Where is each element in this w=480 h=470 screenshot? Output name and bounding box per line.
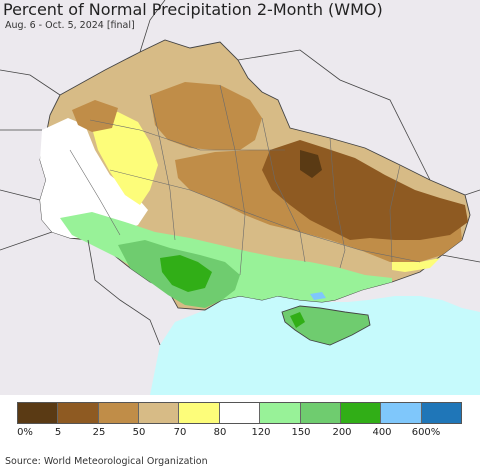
legend-swatch bbox=[300, 403, 341, 423]
region-west-normal bbox=[40, 118, 148, 238]
legend-tick: 150 bbox=[291, 427, 311, 438]
legend-tick: 50 bbox=[132, 427, 146, 438]
region-lightgreen-south bbox=[60, 212, 392, 305]
legend-tick: 200 bbox=[332, 427, 352, 438]
map-title: Percent of Normal Precipitation 2-Month … bbox=[3, 0, 383, 19]
legend-tick: 400 bbox=[372, 427, 392, 438]
legend-tick: 600% bbox=[411, 427, 441, 438]
region-yellow-southeast bbox=[392, 258, 440, 272]
black-sea bbox=[150, 296, 480, 395]
region-driest-east bbox=[300, 150, 322, 178]
legend-swatch bbox=[421, 403, 461, 423]
legend-swatch bbox=[58, 403, 99, 423]
precipitation-map bbox=[0, 0, 480, 395]
legend-colorbar bbox=[17, 402, 462, 424]
legend-tick: 120 bbox=[251, 427, 271, 438]
crimea bbox=[281, 305, 371, 346]
source-credit: Source: World Meteorological Organizatio… bbox=[5, 456, 208, 467]
legend-swatch bbox=[98, 403, 140, 423]
legend-swatch bbox=[340, 403, 382, 423]
legend-swatch bbox=[18, 403, 59, 423]
legend-tick: 0% bbox=[17, 427, 33, 438]
region-blue-coast bbox=[310, 292, 326, 300]
region-brown-west bbox=[72, 100, 118, 132]
legend-swatch bbox=[139, 403, 180, 423]
legend-tick: 5 bbox=[54, 427, 62, 438]
legend-tick: 70 bbox=[173, 427, 187, 438]
map-subtitle: Aug. 6 - Oct. 5, 2024 [final] bbox=[5, 20, 135, 31]
legend-tick: 25 bbox=[92, 427, 106, 438]
region-brown-north bbox=[150, 82, 262, 150]
crimea-darkgreen bbox=[290, 312, 305, 328]
country-borders bbox=[0, 0, 480, 346]
region-darkgreen-core bbox=[160, 255, 212, 292]
oblast-boundaries bbox=[69, 84, 421, 276]
region-yellow-band bbox=[92, 110, 158, 205]
legend-swatch bbox=[260, 403, 301, 423]
legend-swatch bbox=[179, 403, 220, 423]
legend-tick: 80 bbox=[213, 427, 227, 438]
legend-swatch bbox=[381, 403, 422, 423]
legend-swatch bbox=[219, 403, 261, 423]
